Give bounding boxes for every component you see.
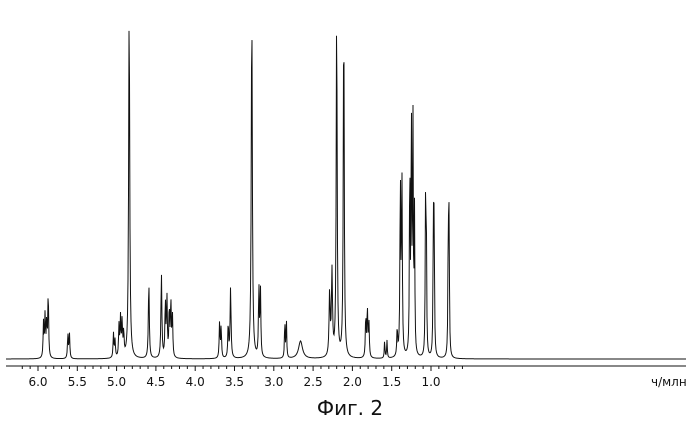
x-tick-label: 4.0 [186,375,205,389]
x-tick-label: 1.5 [382,375,401,389]
x-tick-label: 5.0 [107,375,126,389]
x-axis-unit-label: ч/млн [651,375,687,389]
x-axis-ticks [22,366,462,371]
spectrum-line [6,31,686,359]
x-tick-label: 4.5 [146,375,165,389]
nmr-spectrum-chart: 6.0 5.5 5.0 4.5 4.0 3.5 3.0 2.5 2.0 1.5 1.0 ч/млн [0,0,700,400]
x-tick-label: 1.0 [421,375,440,389]
x-tick-label: 5.5 [68,375,87,389]
x-axis-labels: 6.0 5.5 5.0 4.5 4.0 3.5 3.0 2.5 2.0 1.5 1.0 [28,375,440,389]
x-tick-label: 2.0 [343,375,362,389]
figure-caption: Фиг. 2 [0,396,700,420]
x-tick-label: 2.5 [304,375,323,389]
x-tick-label: 6.0 [28,375,47,389]
x-tick-label: 3.5 [225,375,244,389]
x-tick-label: 3.0 [264,375,283,389]
